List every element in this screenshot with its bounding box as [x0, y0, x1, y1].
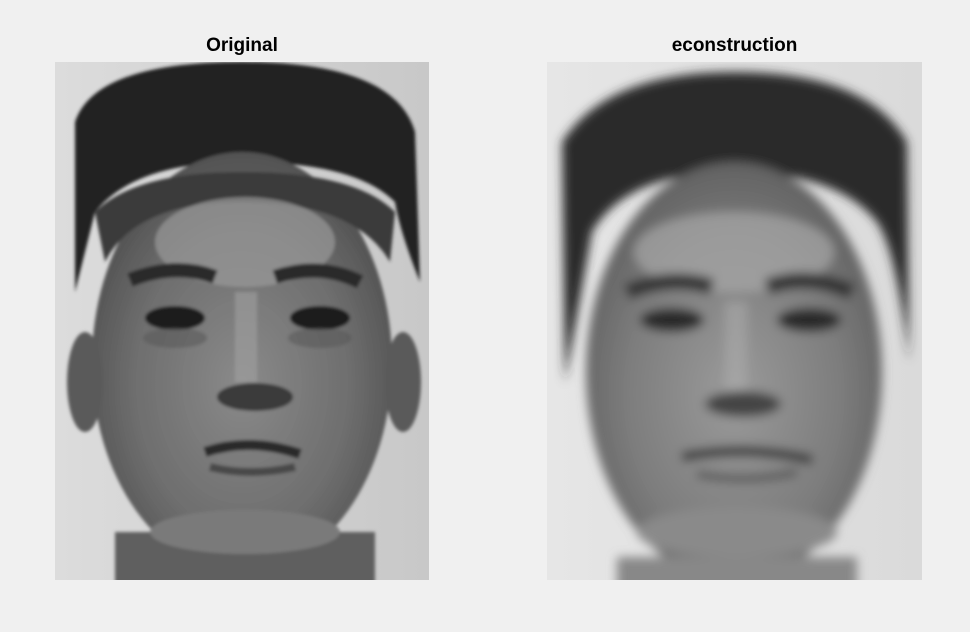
- original-face-image: [55, 62, 429, 580]
- original-title: Original: [206, 35, 278, 56]
- original-panel: Original: [55, 30, 429, 580]
- original-image: [55, 62, 429, 580]
- reconstruction-title: econstruction: [671, 35, 798, 56]
- reconstruction-face-image: [547, 62, 922, 580]
- reconstruction-panel: econstruction: [547, 30, 922, 580]
- reconstruction-image: [547, 62, 922, 580]
